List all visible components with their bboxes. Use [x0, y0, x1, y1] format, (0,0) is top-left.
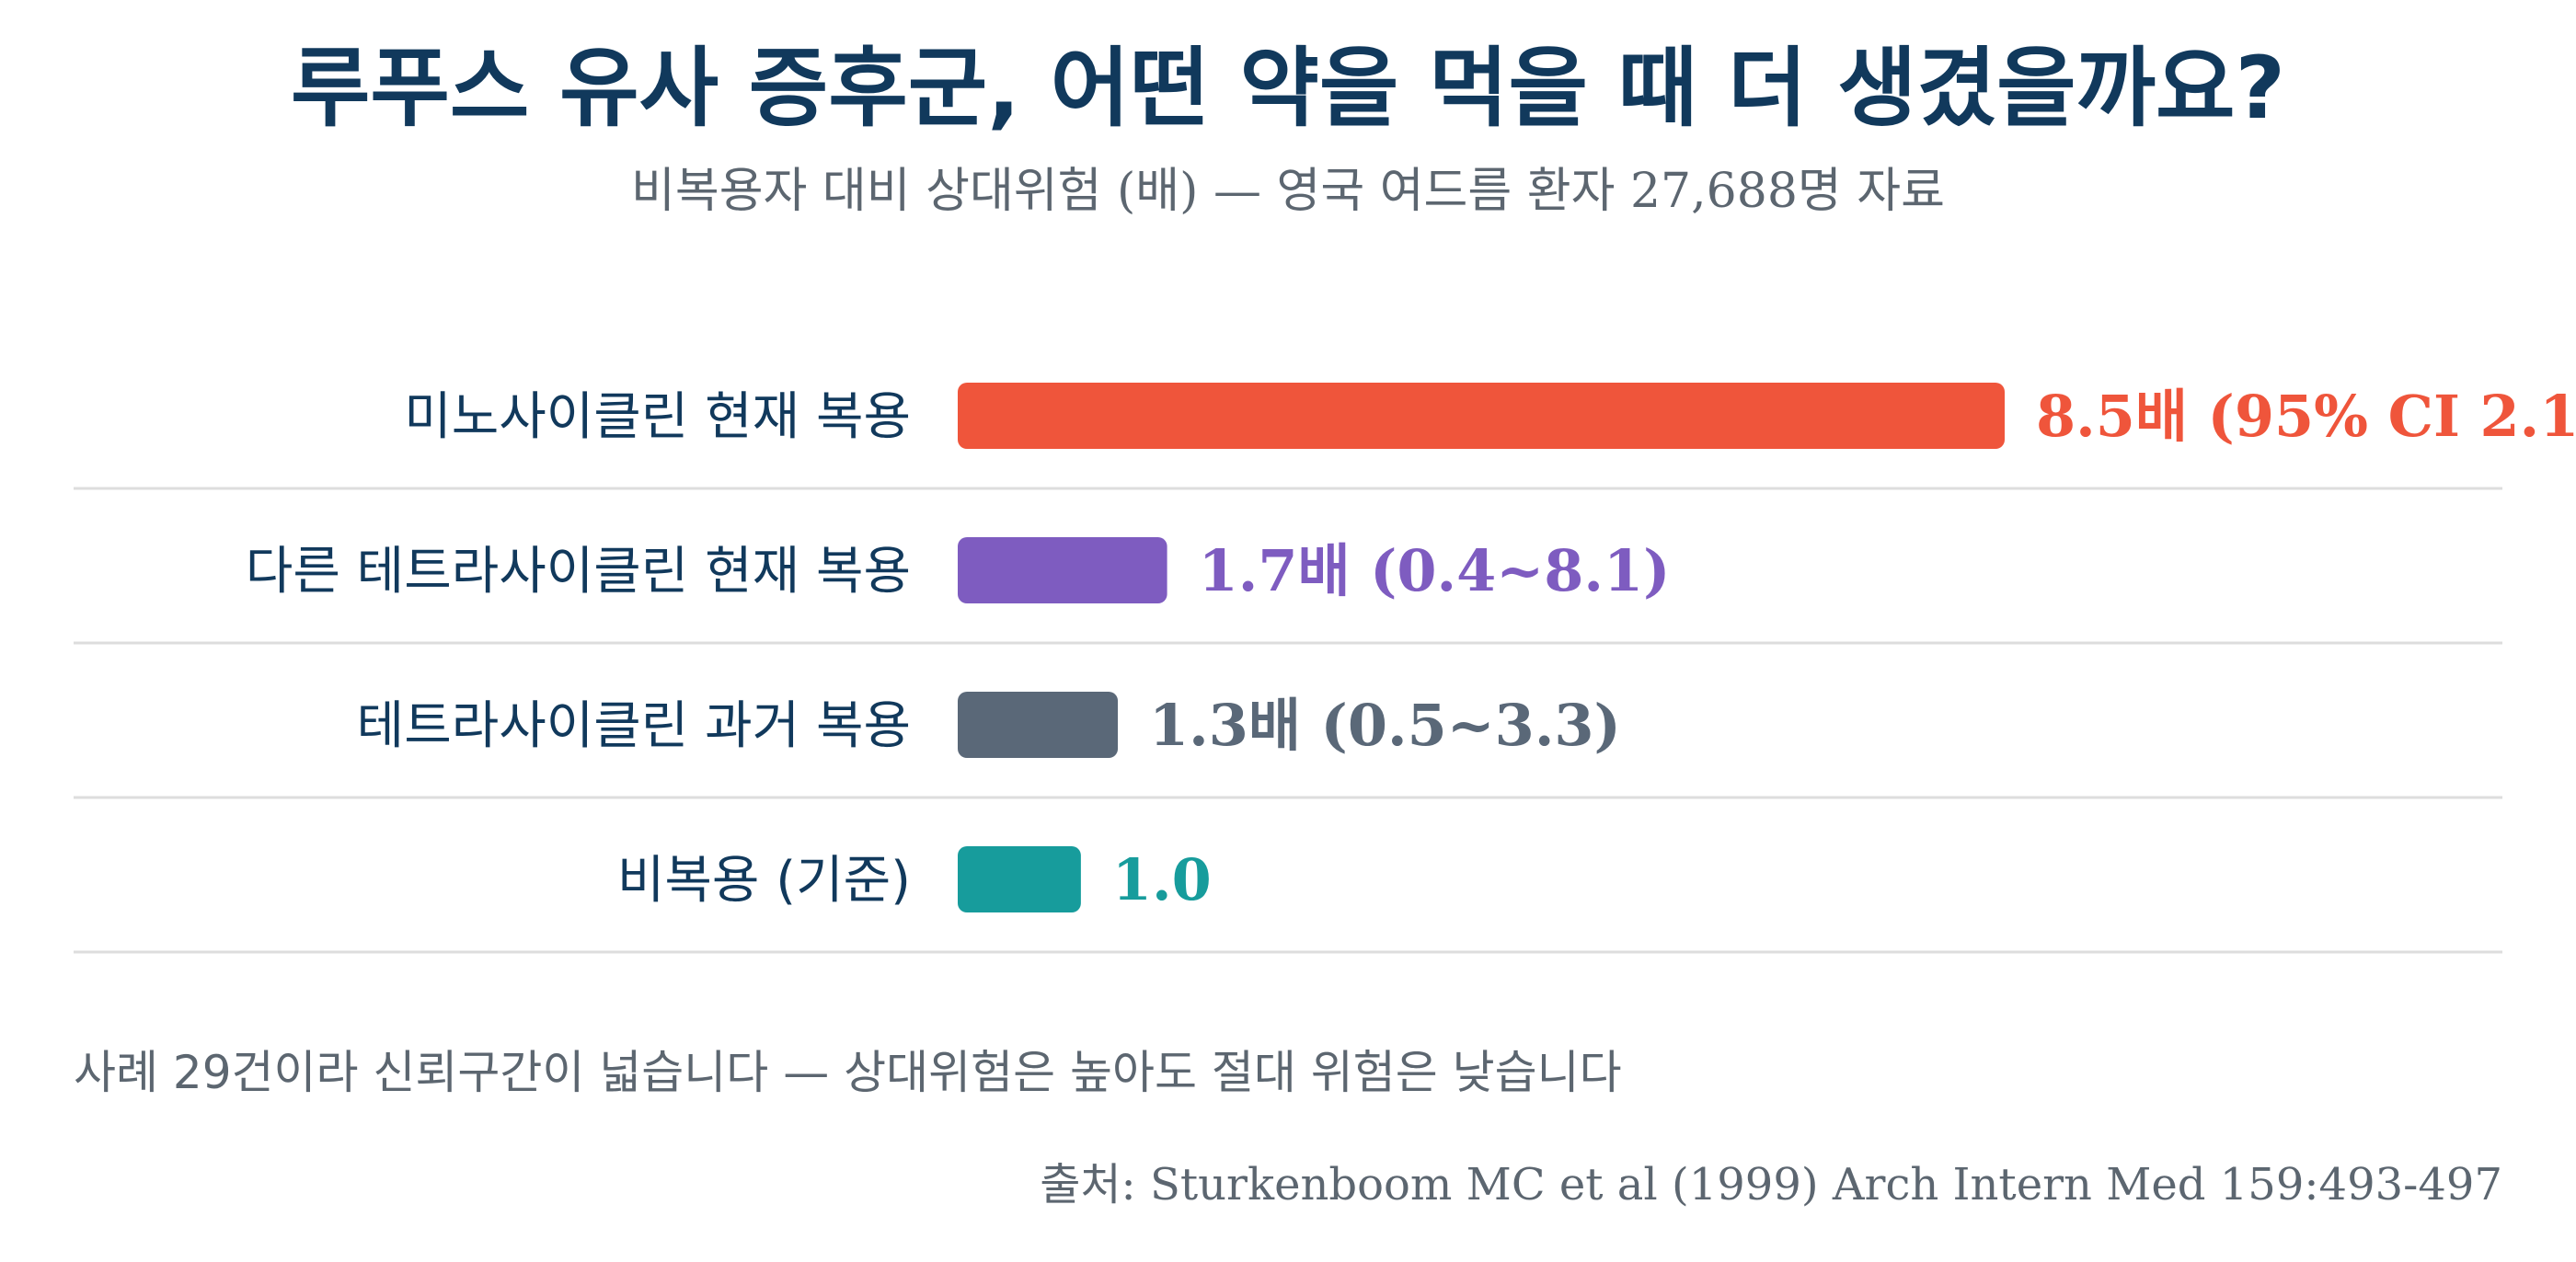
value-label: 1.0	[1112, 846, 1212, 913]
bar	[958, 383, 2005, 449]
bar	[958, 692, 1119, 758]
value-label: 1.3배 (0.5~3.3)	[1149, 692, 1621, 759]
category-label: 다른 테트라사이클린 현재 복용	[246, 542, 911, 602]
category-label: 비복용 (기준)	[617, 851, 911, 911]
chart-title: 루푸스 유사 증후군, 어떤 약을 먹을 때 더 생겼을까요?	[291, 39, 2285, 139]
bar	[958, 846, 1081, 912]
chart-note: 사례 29건이라 신뢰구간이 넓습니다 — 상대위험은 높아도 절대 위험은 낮…	[74, 1046, 1622, 1099]
category-label: 테트라사이클린 과거 복용	[357, 696, 911, 756]
bar	[958, 537, 1167, 603]
chart-subtitle: 비복용자 대비 상대위험 (배) — 영국 여드름 환자 27,688명 자료	[631, 164, 1945, 219]
bars-layer: 미노사이클린 현재 복용 8.5배 (95% CI 2.1~35.1) 다른 테트라…	[74, 383, 2576, 954]
category-label: 미노사이클린 현재 복용	[404, 387, 911, 447]
value-label: 8.5배 (95% CI 2.1~35.1)	[2036, 383, 2576, 450]
chart-source: 출처: Sturkenboom MC et al (1999) Arch Int…	[1040, 1159, 2502, 1210]
value-label: 1.7배 (0.4~8.1)	[1199, 537, 1671, 604]
